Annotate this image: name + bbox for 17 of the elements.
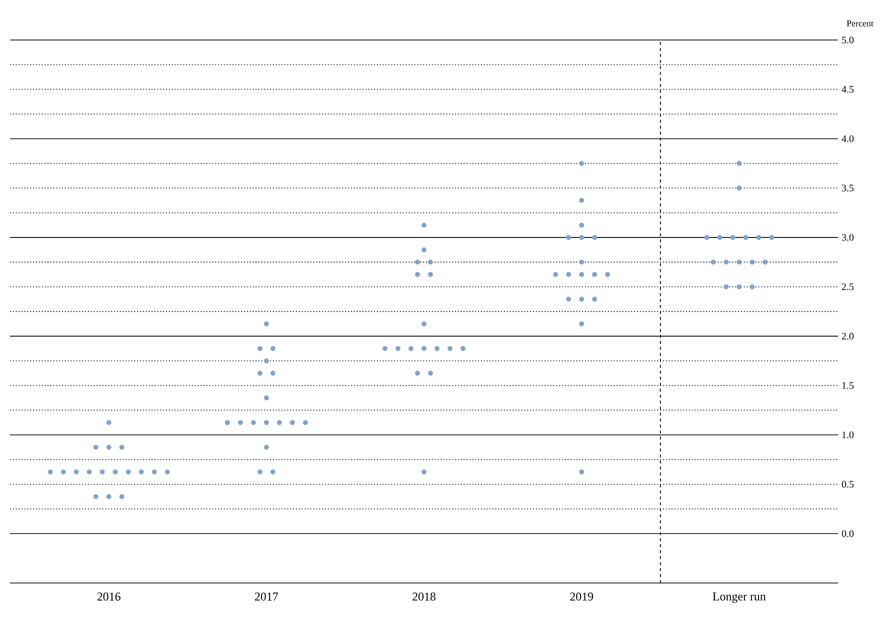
y-tick-label: 0.0 (842, 530, 854, 538)
x-tick-label: 2017 (254, 592, 278, 601)
x-tick-label: 2018 (412, 592, 436, 601)
y-tick-label: 5.0 (842, 36, 854, 44)
y-tick-label: 0.5 (842, 480, 854, 488)
y-tick-label: 1.0 (842, 432, 854, 438)
y-tick-label: 2.0 (842, 332, 854, 340)
y-tick-label: 4.0 (842, 135, 854, 142)
y-axis-title: Percent (846, 20, 874, 26)
y-tick-label: 2.5 (842, 283, 854, 290)
y-tick-label: 3.5 (842, 184, 854, 192)
y-tick-label: 1.5 (842, 382, 854, 389)
x-tick-label: 2016 (97, 592, 120, 601)
y-tick-label: 3.0 (842, 234, 854, 241)
x-tick-label: 2019 (570, 592, 594, 601)
y-tick-label: 4.5 (842, 86, 854, 93)
x-tick-label: Longer run (712, 592, 766, 603)
